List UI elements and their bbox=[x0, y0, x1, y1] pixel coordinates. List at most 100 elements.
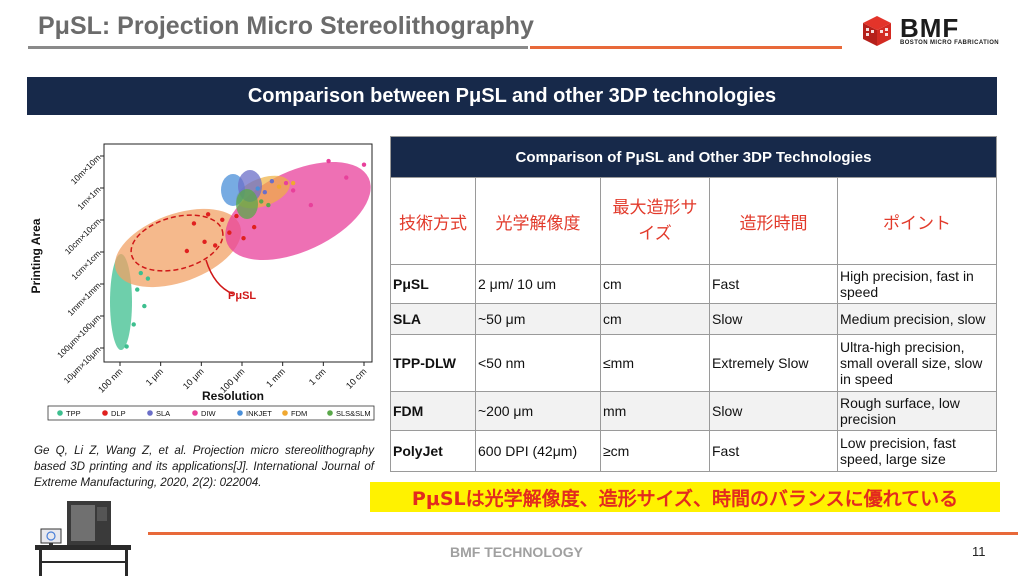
data-point-dlp bbox=[227, 230, 232, 235]
slide-title: PμSL: Projection Micro Stereolithography bbox=[38, 12, 534, 40]
data-point-dlp bbox=[241, 235, 246, 241]
x-tick-label: 1 μm bbox=[144, 366, 165, 387]
resolution-vs-area-chart: 100 nm 1 μm 10 μm 100 μm 1 mm 1 cm 10 cm 10μm×… bbox=[28, 136, 378, 422]
data-point-dlp bbox=[213, 243, 218, 248]
x-tick-label: 10 cm bbox=[344, 366, 368, 390]
data-point-dlp bbox=[191, 221, 197, 226]
header-max-size: 最大造形サイズ bbox=[600, 177, 710, 265]
legend-swatch bbox=[147, 410, 153, 416]
cell-resolution: ~200 μm bbox=[475, 391, 601, 431]
footer-brand: BMF TECHNOLOGY bbox=[450, 544, 583, 560]
comparison-table: Comparison of PμSL and Other 3DP Technol… bbox=[390, 136, 997, 472]
highlight-note: PμSLは光学解像度、造形サイズ、時間のバランスに優れている bbox=[370, 482, 1000, 512]
cell-time: Slow bbox=[709, 303, 838, 335]
logo-wordmark: BMF bbox=[900, 13, 960, 43]
legend-label: DIW bbox=[201, 409, 217, 418]
pusl-annotation: PμSL bbox=[228, 290, 256, 302]
bmf-cube-icon bbox=[863, 16, 891, 46]
data-point-fdm bbox=[290, 180, 296, 186]
data-point-sls-slm bbox=[266, 202, 271, 208]
data-point-tpp bbox=[145, 276, 151, 281]
cell-resolution: ~50 μm bbox=[475, 303, 601, 335]
pusl-highlight-outline bbox=[130, 214, 224, 272]
data-point-dlp bbox=[205, 212, 211, 217]
legend-label: DLP bbox=[111, 409, 126, 418]
cell-size: ≤mm bbox=[600, 334, 710, 392]
cell-time: Slow bbox=[709, 391, 838, 431]
cell-points: Low precision, fast speed, large size bbox=[837, 430, 997, 472]
pusl-callout-line bbox=[205, 259, 234, 295]
legend-label: SLS&SLM bbox=[336, 409, 371, 418]
legend-swatch bbox=[327, 410, 333, 416]
data-point-sls-slm bbox=[259, 199, 264, 204]
data-point-diw bbox=[308, 202, 314, 208]
data-point-tpp bbox=[138, 270, 143, 276]
x-axis-label: Resolution bbox=[202, 389, 264, 403]
cell-points: Medium precision, slow bbox=[837, 303, 997, 335]
legend-box bbox=[47, 405, 375, 421]
cell-size: cm bbox=[600, 264, 710, 304]
cell-size: ≥cm bbox=[600, 430, 710, 472]
table-row: SLA ~50 μm cm Slow Medium precision, slo… bbox=[390, 303, 997, 335]
dlp-region bbox=[114, 208, 242, 288]
table-header-row: 技術方式 光学解像度 最大造形サイズ 造形時間 ポイント bbox=[390, 177, 997, 265]
x-tick-label: 100 nm bbox=[96, 366, 124, 394]
data-point-dlp bbox=[184, 248, 190, 254]
footer-rule bbox=[148, 532, 1018, 535]
y-axis-label: Printing Area bbox=[29, 218, 43, 293]
data-point-tpp bbox=[142, 303, 147, 309]
data-point-dlp bbox=[234, 213, 239, 219]
data-point-tpp bbox=[131, 322, 136, 327]
page-number: 11 bbox=[972, 544, 986, 559]
sls-slm-region bbox=[236, 189, 258, 219]
y-tick-label: 1mm×1mm bbox=[65, 280, 102, 317]
cell-technology: FDM bbox=[390, 391, 476, 431]
data-point-dlp bbox=[202, 239, 207, 245]
header-points: ポイント bbox=[837, 177, 997, 265]
data-point-diw bbox=[290, 188, 296, 193]
legend-label: FDM bbox=[291, 409, 307, 418]
cell-points: High precision, fast in speed bbox=[837, 264, 997, 304]
data-point-diw bbox=[344, 175, 349, 180]
logo-tagline: BOSTON MICRO FABRICATION bbox=[900, 40, 1000, 46]
table-row: PolyJet 600 DPI (42μm) ≥cm Fast Low prec… bbox=[390, 430, 997, 472]
data-point-tpp bbox=[124, 344, 129, 349]
data-point-fdm bbox=[276, 184, 282, 189]
data-point-dlp bbox=[251, 224, 257, 230]
table-caption: Comparison of PμSL and Other 3DP Technol… bbox=[390, 136, 997, 178]
data-point-diw bbox=[361, 162, 367, 167]
x-tick-label: 1 cm bbox=[307, 366, 328, 387]
legend-swatch bbox=[102, 410, 108, 416]
cell-technology: TPP-DLW bbox=[390, 334, 476, 392]
cell-resolution: 600 DPI (42μm) bbox=[475, 430, 601, 472]
header-method: 技術方式 bbox=[390, 177, 476, 265]
cell-points: Rough surface, low precision bbox=[837, 391, 997, 431]
data-point-tpp bbox=[135, 287, 140, 292]
table-row: PμSL 2 μm/ 10 um cm Fast High precision,… bbox=[390, 264, 997, 304]
x-tick-label: 1 mm bbox=[264, 366, 287, 389]
data-point-diw bbox=[283, 180, 289, 186]
data-point-diw bbox=[326, 158, 331, 164]
cell-technology: SLA bbox=[390, 303, 476, 335]
data-point-sla bbox=[269, 179, 275, 184]
legend-swatch bbox=[237, 410, 243, 416]
chart-canvas: 100 nm 1 μm 10 μm 100 μm 1 mm 1 cm 10 cm 10μm×… bbox=[29, 143, 375, 421]
legend-label: INKJET bbox=[246, 409, 272, 418]
table-row: TPP-DLW <50 nm ≤mm Extremely Slow Ultra-… bbox=[390, 334, 997, 392]
printer-machine-icon bbox=[35, 501, 131, 576]
cell-size: mm bbox=[600, 391, 710, 431]
legend-label: TPP bbox=[66, 409, 81, 418]
data-point-dlp bbox=[220, 217, 225, 222]
section-banner: Comparison between PμSL and other 3DP te… bbox=[27, 77, 997, 115]
cell-time: Extremely Slow bbox=[709, 334, 838, 392]
cell-time: Fast bbox=[709, 264, 838, 304]
y-tick-label: 1m×1m bbox=[75, 184, 102, 211]
cell-resolution: <50 nm bbox=[475, 334, 601, 392]
x-tick-label: 10 μm bbox=[181, 366, 206, 391]
legend-swatch bbox=[57, 410, 63, 416]
data-point-sla bbox=[262, 190, 267, 195]
title-underline-grey bbox=[28, 46, 528, 49]
cell-resolution: 2 μm/ 10 um bbox=[475, 264, 601, 304]
table-row: FDM ~200 μm mm Slow Rough surface, low p… bbox=[390, 391, 997, 431]
reference-citation: Ge Q, Li Z, Wang Z, et al. Projection mi… bbox=[34, 444, 374, 489]
